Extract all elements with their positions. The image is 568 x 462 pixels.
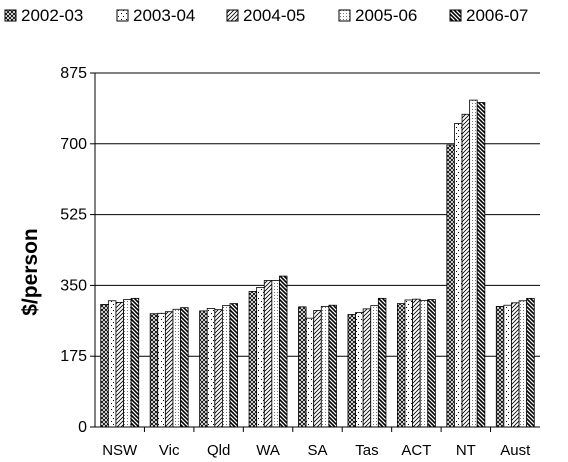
bar-vic-2005-06 [172,308,181,428]
x-tick-label: Qld [207,442,230,459]
bar-wa-2004-05 [263,280,273,428]
bar-aust-2004-05 [511,302,520,428]
bar-aust-2005-06 [518,300,528,428]
x-tick-label: NT [456,442,476,459]
bar-nt-2004-05 [461,113,471,428]
legend-label-2006-07: 2006-07 [466,6,528,25]
legend-swatch-2006-07 [449,9,462,22]
bar-sa-2005-06 [320,306,330,428]
legend-label-2003-04: 2003-04 [133,6,195,25]
bar-nt-2006-07 [476,102,486,428]
bar-nt-2003-04 [454,123,463,428]
bar-aust-2002-03 [495,306,505,428]
bar-tas-2006-07 [377,297,387,428]
bar-vic-2004-05 [164,311,174,428]
bar-qld-2006-07 [229,303,239,428]
bar-nsw-2005-06 [123,299,132,428]
bar-sa-2002-03 [298,306,307,428]
x-tick-label: NSW [102,442,138,459]
x-tick-label: Vic [159,442,180,459]
x-tick-label: WA [256,442,280,459]
x-tick-label: ACT [401,442,431,459]
bar-sa-2006-07 [328,304,337,428]
legend-label-2004-05: 2004-05 [243,6,305,25]
bar-wa-2005-06 [271,280,280,428]
y-tick-label: 175 [60,348,87,365]
y-axis-label: $/person [19,228,42,316]
bar-act-2003-04 [404,299,413,428]
x-tick-label: Aust [500,442,531,459]
y-tick-label: 700 [60,136,87,153]
bar-tas-2002-03 [347,314,356,428]
x-tick-label: SA [307,442,327,459]
bar-wa-2006-07 [279,275,288,428]
bar-qld-2003-04 [206,308,216,428]
bar-nt-2005-06 [469,99,478,428]
bar-wa-2003-04 [256,287,265,428]
bar-qld-2002-03 [199,310,208,428]
bar-nsw-2006-07 [130,297,140,428]
bar-aust-2003-04 [503,304,512,428]
y-tick-label: 525 [60,207,87,224]
bar-act-2002-03 [396,303,406,428]
legend-swatch-2005-06 [338,9,351,22]
bar-act-2004-05 [412,298,421,428]
bar-qld-2005-06 [222,305,231,428]
legend-label-2005-06: 2005-06 [355,6,417,25]
bar-vic-2006-07 [180,307,189,428]
bar-qld-2004-05 [214,309,223,428]
x-tick-label: Tas [355,442,378,459]
bar-sa-2004-05 [313,310,322,428]
bar-sa-2003-04 [305,317,315,428]
axes: 0 175 350 525 700 875 NSW Vic Qld WA SA Tas ACT NT Aus… [60,65,540,459]
bar-nsw-2002-03 [100,304,109,428]
bar-nsw-2003-04 [107,300,117,428]
bars [100,99,535,428]
bar-act-2005-06 [419,299,429,428]
legend-swatch-2004-05 [226,9,239,22]
bar-aust-2006-07 [526,297,535,428]
legend-swatch-2003-04 [116,9,129,22]
y-tick-label: 0 [78,419,87,436]
bar-act-2006-07 [427,299,436,428]
legend-swatch-2002-03 [4,9,17,22]
y-tick-label: 350 [60,277,87,294]
bar-tas-2005-06 [370,305,379,428]
bar-tas-2003-04 [355,312,364,428]
bar-wa-2002-03 [248,291,258,428]
bar-tas-2004-05 [362,308,372,428]
bar-vic-2002-03 [149,313,159,428]
bar-nt-2002-03 [446,144,455,428]
y-tick-label: 875 [60,65,87,82]
bar-vic-2003-04 [157,312,166,428]
legend: 2002-03 2003-04 2004-05 2005-06 2006-07 [4,6,528,25]
legend-label-2002-03: 2002-03 [21,6,83,25]
bar-nsw-2004-05 [115,301,124,428]
